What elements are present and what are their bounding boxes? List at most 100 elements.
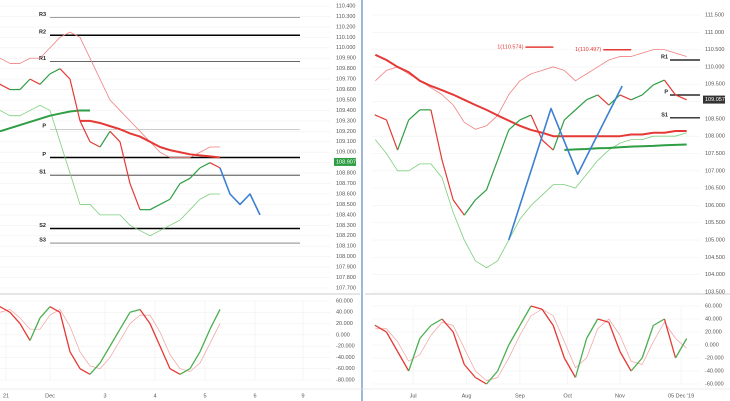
price-tag: [703, 95, 725, 104]
y-tick-label: 108.400: [336, 212, 356, 218]
x-tick-label: 05 Dec '19: [668, 393, 694, 399]
pivot-label: P: [42, 152, 46, 158]
price-segment: [19, 323, 31, 341]
price-segment: [530, 305, 543, 310]
x-tick-label: 9: [301, 393, 304, 399]
y-tick-label: 109.500: [336, 97, 356, 103]
price-segment: [663, 318, 677, 359]
price-segment: [552, 325, 565, 359]
price-segment: [452, 331, 465, 365]
price-segment: [209, 162, 221, 169]
price-segment: [397, 119, 410, 151]
price-segment: [641, 84, 654, 96]
x-tick-label: Sep: [515, 393, 525, 399]
y-tick-label: 109.900: [336, 56, 356, 62]
y-tick-label: 111.500: [705, 12, 724, 18]
price-segment: [99, 131, 111, 148]
price-segment: [385, 119, 399, 151]
price-segment: [563, 109, 576, 121]
price-segment: [149, 203, 161, 211]
y-tick-label: 108.500: [705, 116, 725, 122]
y-tick-label: 107.700: [336, 285, 356, 291]
y-tick-label: 109.300: [336, 118, 356, 124]
y-tick-label: 110.200: [336, 24, 355, 30]
price-segment: [519, 114, 532, 121]
price-segment: [541, 308, 554, 326]
y-tick-label: 109.600: [336, 87, 356, 93]
y-tick-label: 108.300: [336, 223, 356, 229]
y-tick-label: 105.500: [705, 220, 725, 226]
price-segment: [619, 94, 632, 101]
y-tick-label: 40.000: [705, 316, 722, 322]
price-segment: [0, 83, 11, 91]
price-segment: [209, 309, 221, 330]
price-segment: [179, 177, 191, 185]
y-tick-label: 108.500: [336, 202, 356, 208]
price-segment: [663, 79, 677, 96]
price-segment: [129, 183, 141, 210]
price-segment: [59, 312, 71, 352]
y-tick-label: 109.400: [336, 108, 356, 114]
price-segment: [189, 351, 201, 370]
price-tag-label: 109.057: [705, 97, 725, 103]
price-segment: [519, 305, 532, 326]
x-tick-label: 5: [203, 393, 206, 399]
x-tick-label: Dec: [45, 393, 55, 399]
y-tick-label: 110.400: [336, 3, 355, 9]
y-tick-label: 103.500: [705, 289, 725, 295]
price-segment: [475, 376, 487, 385]
y-tick-label: 108.100: [336, 244, 356, 250]
series-line: [0, 309, 221, 372]
price-segment: [408, 109, 421, 121]
y-tick-label: 110.300: [336, 14, 355, 20]
price-segment: [109, 130, 121, 143]
y-tick-label: -20.000: [705, 355, 724, 361]
x-tick-label: 4: [153, 393, 156, 399]
price-segment: [385, 331, 399, 352]
price-segment: [430, 318, 443, 327]
price-segment: [463, 199, 476, 216]
y-tick-label: 108.600: [336, 191, 356, 197]
y-tick-label: 110.500: [705, 47, 724, 53]
price-segment: [99, 345, 111, 364]
y-tick-label: 108.200: [336, 233, 356, 239]
pivot-label: P: [42, 124, 46, 130]
price-segment: [630, 357, 643, 372]
price-segment: [508, 119, 521, 131]
price-segment: [552, 119, 565, 151]
y-tick-label: 110.000: [336, 45, 355, 51]
price-segment: [463, 364, 476, 378]
price-segment: [49, 306, 61, 313]
price-segment: [39, 73, 51, 85]
price-segment: [149, 323, 161, 347]
price-segment: [119, 141, 131, 184]
y-tick-label: 60.000: [336, 298, 353, 304]
y-tick-label: 20.000: [705, 329, 722, 335]
price-segment: [199, 162, 211, 169]
price-segment: [79, 120, 91, 143]
price-segment: [129, 308, 141, 313]
price-segment: [586, 318, 599, 339]
y-tick-label: 110.100: [336, 35, 355, 41]
y-tick-label: 108.800: [336, 171, 356, 177]
price-segment: [586, 94, 598, 101]
price-segment: [441, 318, 454, 333]
price-segment: [189, 167, 201, 179]
price-segment: [441, 159, 454, 201]
price-segment: [375, 324, 387, 333]
series-line: [374, 53, 687, 138]
pivot-label: R2: [39, 30, 46, 36]
y-tick-label: 107.800: [336, 275, 356, 281]
price-segment: [169, 183, 181, 200]
y-tick-label: 109.800: [336, 66, 356, 72]
price-segment: [408, 338, 421, 372]
y-tick-label: 40.000: [336, 310, 353, 316]
price-segment: [69, 351, 81, 370]
price-segment: [530, 114, 543, 141]
price-segment: [375, 114, 387, 121]
x-tick-label: Nov: [615, 393, 625, 399]
pivot-label: S1: [39, 170, 46, 176]
price-tag: [334, 157, 356, 166]
pivot-label: R1: [661, 54, 668, 60]
x-tick-label: 21: [3, 393, 9, 399]
